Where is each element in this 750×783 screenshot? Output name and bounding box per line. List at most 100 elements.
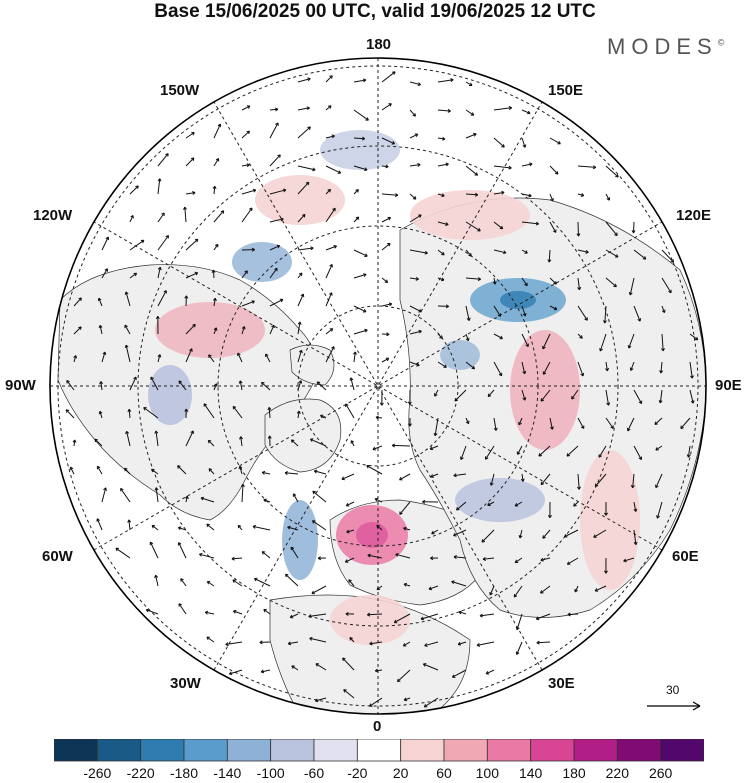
wind-arrow-head [518, 534, 523, 539]
wind-arrow-shaft [540, 585, 551, 594]
wind-arrow-shaft [424, 641, 439, 647]
wind-arrow-shaft [350, 440, 355, 447]
wind-arrow-head [124, 344, 129, 349]
wind-arrow-head [287, 641, 292, 646]
colorbar-bin [270, 739, 315, 762]
wind-arrow-shaft [458, 611, 467, 615]
wind-arrow-shaft [516, 613, 523, 630]
wind-arrow-shaft [157, 153, 169, 167]
wind-arrow-shaft [593, 529, 607, 538]
wind-arrow-head [599, 347, 603, 352]
wind-arrow-head [465, 420, 470, 425]
wind-arrow-head [580, 372, 585, 377]
wind-arrow-shaft [157, 290, 167, 307]
wind-arrow-head [460, 456, 464, 460]
wind-arrow-head [312, 490, 316, 495]
wind-arrow-head [98, 410, 103, 415]
lon-label-180: 180 [366, 36, 392, 53]
wind-arrow-head [251, 247, 255, 252]
wind-arrow-shaft [660, 361, 663, 374]
wind-arrow-shaft [381, 217, 391, 223]
wind-arrow-head [567, 612, 571, 617]
wind-arrow-head [471, 365, 476, 370]
wind-arrow-shaft [661, 249, 674, 263]
wind-arrow-head [487, 393, 492, 398]
wind-arrow-shaft [521, 361, 526, 375]
wind-arrow-shaft [325, 165, 341, 174]
wind-arrow-shaft [409, 164, 421, 167]
wind-arrow-shaft [630, 361, 635, 371]
wind-arrow-shaft [395, 553, 411, 559]
wind-arrow-head [379, 402, 384, 406]
wind-arrow-head [542, 345, 546, 350]
wind-arrow-shaft [155, 430, 159, 447]
wind-arrow-shaft [493, 221, 504, 230]
wind-arrow-shaft [656, 501, 663, 519]
wind-arrow-head [154, 430, 159, 434]
colorbar-bin [573, 739, 618, 762]
wind-arrow-shaft [487, 389, 495, 397]
wind-arrow-head [298, 349, 303, 354]
wind-arrow-shaft [180, 578, 187, 587]
wind-arrow-head [365, 117, 369, 121]
wind-arrow-head [140, 239, 145, 244]
wind-arrow-shaft [353, 249, 368, 257]
wind-arrow-head [127, 408, 132, 413]
wind-arrow-head [275, 122, 279, 126]
wind-arrow-head [615, 254, 619, 258]
wind-arrow-shaft [538, 445, 551, 457]
wind-arrow-shaft [381, 137, 395, 145]
wind-arrow-head [312, 167, 316, 172]
wind-arrow-shaft [151, 525, 159, 531]
wind-arrow-head [231, 556, 235, 561]
wind-arrow-head [271, 324, 275, 329]
wind-arrow-head [439, 335, 443, 339]
wind-arrow-head [208, 354, 212, 358]
wind-arrow-head [642, 256, 647, 260]
wind-arrow-head [292, 493, 297, 497]
wind-arrow-head [566, 561, 571, 565]
wind-arrow-shaft [577, 333, 583, 339]
wind-arrow-head [104, 268, 108, 272]
wind-arrow-head [659, 370, 664, 374]
wind-arrow-head [516, 451, 521, 455]
wind-arrow-head [529, 162, 533, 167]
wind-arrow-head [522, 370, 527, 375]
wind-arrow-shaft [661, 333, 664, 351]
wind-arrow-shaft [403, 527, 411, 531]
wind-arrow-head [177, 526, 182, 531]
wind-arrow-head [518, 421, 522, 426]
wind-arrow-head [177, 542, 182, 546]
wind-arrow-shaft [577, 473, 580, 490]
wind-arrow-head [228, 671, 233, 676]
wind-arrow-shaft [213, 327, 217, 335]
wind-arrow-shaft [536, 613, 551, 620]
lon-label-150w: 150W [160, 82, 200, 99]
wind-arrow-head [190, 430, 194, 434]
wind-arrow-shaft [65, 409, 75, 419]
lon-label-90w: 90W [5, 377, 36, 394]
wind-arrow-head [313, 469, 318, 474]
wind-arrow-shaft [262, 471, 271, 475]
wind-arrow-head [203, 403, 208, 407]
wind-arrow-head [579, 335, 583, 339]
wind-arrow-shaft [157, 235, 169, 251]
wind-arrow-head [453, 532, 457, 537]
wind-arrow-head [403, 697, 408, 702]
wind-arrow-shaft [633, 305, 641, 322]
wind-arrow-head [547, 514, 552, 519]
wind-arrow-head [285, 573, 289, 578]
wind-arrow-head [694, 336, 699, 341]
wind-arrow-head [614, 232, 618, 237]
wind-arrow-shaft [375, 669, 383, 672]
colorbar-bin [530, 739, 575, 762]
wind-arrow-shaft [213, 210, 225, 223]
wind-arrow-shaft [521, 249, 528, 254]
wind-arrow-head [329, 328, 334, 332]
wind-arrow-shaft [399, 501, 411, 515]
wind-arrow-head [422, 499, 426, 504]
wind-arrow-head [154, 487, 159, 491]
colorbar-tick-label: -140 [213, 765, 242, 781]
wind-arrow-head [654, 421, 658, 425]
wind-arrow-shaft [207, 581, 215, 587]
